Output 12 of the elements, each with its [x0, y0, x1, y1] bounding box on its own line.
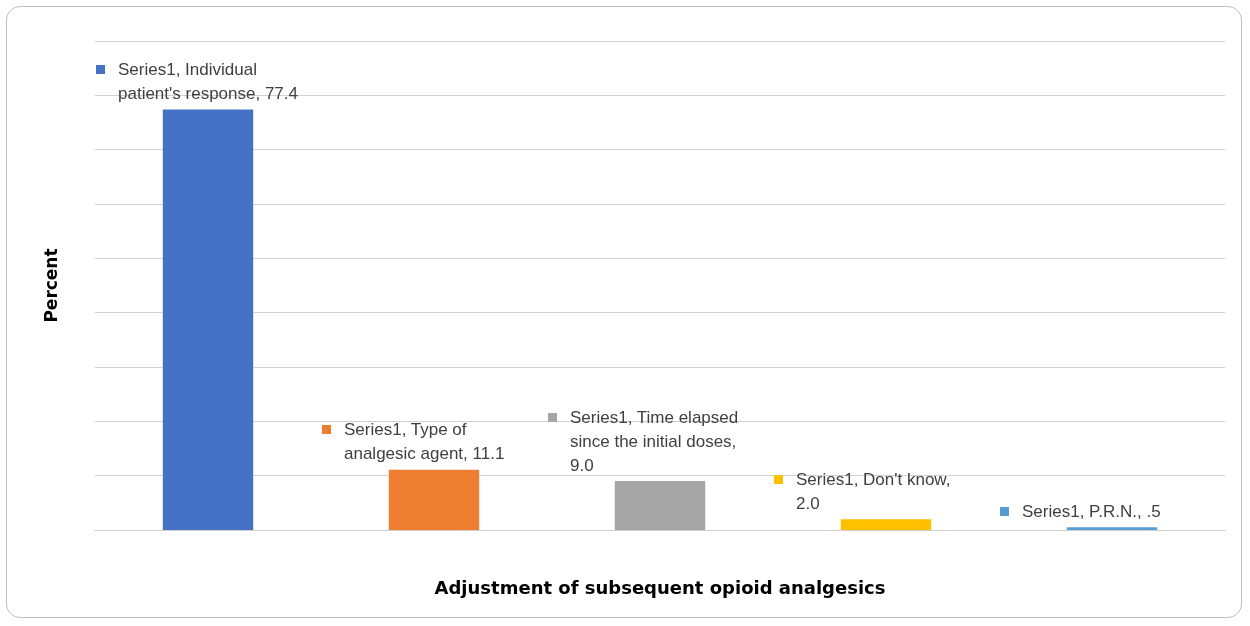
data-label: Series1, P.R.N., .5: [1022, 501, 1161, 521]
x-axis-title: Adjustment of subsequent opioid analgesics: [434, 576, 886, 598]
y-axis-title: Percent: [40, 248, 61, 323]
data-label: Series1, Time elapsed since the initial doses, 9.0: [570, 407, 739, 475]
bar: [1066, 527, 1158, 530]
data-label: Series1, Don't know, 2.0: [796, 469, 951, 513]
bar: [840, 519, 932, 530]
data-label: Series1, Type of analgesic agent, 11.1: [344, 420, 505, 464]
bar: [388, 469, 480, 530]
bar: [162, 109, 254, 530]
data-label: Series1, Individual patient's response, 77.4: [118, 59, 298, 103]
bar: [614, 481, 706, 530]
